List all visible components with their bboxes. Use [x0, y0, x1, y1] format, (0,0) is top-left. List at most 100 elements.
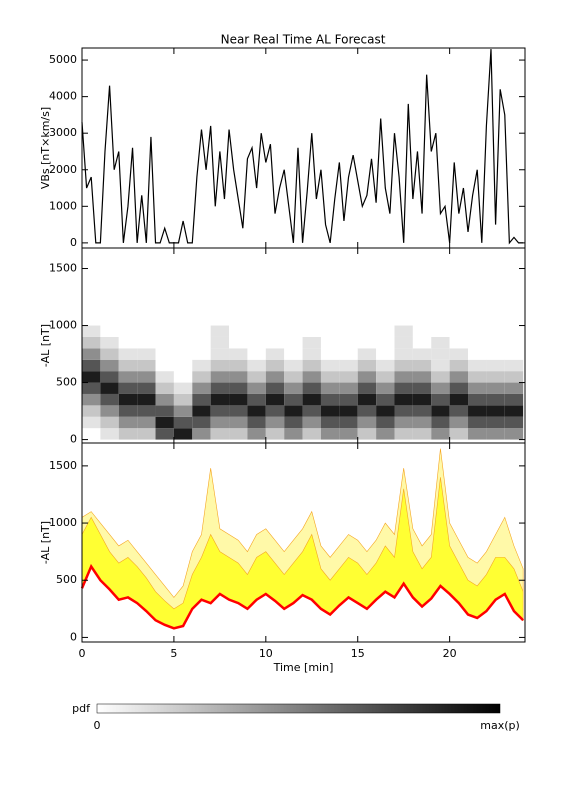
pdf-cell: [412, 325, 432, 337]
pdf-cell: [137, 359, 156, 372]
colorbar-label: pdf: [72, 702, 91, 715]
pdf-cell: [376, 359, 395, 372]
pdf-cell: [118, 371, 138, 383]
x-tick-label: 0: [79, 647, 86, 660]
pdf-cell: [192, 325, 211, 337]
pdf-cell: [247, 359, 266, 372]
pdf-cell: [504, 405, 524, 417]
pdf-cell: [468, 382, 487, 394]
pdf-cell: [100, 348, 119, 360]
pdf-cell: [449, 325, 469, 337]
pdf-cell: [412, 428, 432, 440]
pdf-cell: [229, 393, 248, 406]
pdf-cell: [412, 336, 432, 349]
pdf-cell: [376, 336, 395, 349]
pdf-cell: [449, 336, 469, 349]
pdf-cell: [486, 348, 505, 360]
pdf-cell: [192, 382, 211, 394]
y-tick-label: 1500: [49, 262, 77, 275]
pdf-cell: [412, 405, 432, 417]
pdf-cell: [412, 382, 432, 394]
pdf-cell: [284, 359, 303, 372]
pdf-cell: [486, 371, 505, 383]
pdf-cell: [284, 325, 303, 337]
pdf-cell: [210, 416, 230, 429]
pdf-cell: [357, 371, 377, 383]
pdf-cell: [486, 336, 505, 349]
pdf-cell: [192, 371, 211, 383]
y-tick-label: 3000: [49, 126, 77, 139]
pdf-cell: [100, 428, 119, 440]
pdf-cell: [412, 359, 432, 372]
pdf-cell: [229, 348, 248, 360]
pdf-cell: [302, 371, 321, 383]
pdf-cell: [155, 393, 174, 406]
pdf-cell: [173, 428, 193, 440]
lower-line: [80, 563, 525, 630]
pdf-cell: [339, 416, 358, 429]
pdf-cell: [302, 359, 321, 372]
pdf-cell: [265, 371, 285, 383]
pdf-cell: [173, 405, 193, 417]
pdf-cell: [155, 416, 174, 429]
pdf-cell: [284, 416, 303, 429]
pdf-cell: [376, 416, 395, 429]
pdf-cell: [486, 405, 505, 417]
pdf-cell: [504, 393, 524, 406]
pdf-cell: [284, 348, 303, 360]
y-tick-label: 500: [56, 573, 77, 586]
pdf-cell: [376, 405, 395, 417]
pdf-cell: [210, 359, 230, 372]
pdf-cell: [173, 371, 193, 383]
y-axis-label: -AL [nT]: [39, 521, 52, 564]
pdf-cell: [449, 393, 469, 406]
pdf-cell: [339, 393, 358, 406]
pdf-cell: [137, 405, 156, 417]
pdf-cell: [247, 416, 266, 429]
pdf-cell: [504, 325, 524, 337]
pdf-cell: [394, 325, 413, 337]
pdf-cell: [320, 371, 340, 383]
pdf-cell: [247, 348, 266, 360]
x-tick-label: 10: [259, 647, 273, 660]
pdf-cell: [192, 405, 211, 417]
pdf-cell: [100, 416, 119, 429]
pdf-cell: [504, 371, 524, 383]
pdf-cell: [302, 405, 321, 417]
pdf-cell: [265, 325, 285, 337]
pdf-cell: [118, 405, 138, 417]
pdf-cell: [265, 359, 285, 372]
pdf-cell: [449, 416, 469, 429]
pdf-cell: [265, 382, 285, 394]
pdf-cell: [137, 348, 156, 360]
pdf-cell: [394, 428, 413, 440]
pdf-cell: [357, 393, 377, 406]
pdf-cell: [210, 393, 230, 406]
pdf-cell: [486, 359, 505, 372]
pdf-cell: [210, 382, 230, 394]
pdf-cell: [431, 325, 450, 337]
pdf-cell: [247, 371, 266, 383]
pdf-cell: [137, 336, 156, 349]
pdf-cell: [486, 393, 505, 406]
pdf-cell: [210, 325, 230, 337]
pdf-cell: [155, 325, 174, 337]
pdf-cell: [376, 393, 395, 406]
pdf-cell: [173, 325, 193, 337]
pdf-cell: [137, 371, 156, 383]
pdf-cell: [376, 348, 395, 360]
pdf-cell: [504, 416, 524, 429]
y-tick-label: 1000: [49, 319, 77, 332]
pdf-cell: [82, 405, 101, 417]
pdf-cell: [394, 382, 413, 394]
pdf-cell: [339, 382, 358, 394]
pdf-cell: [192, 336, 211, 349]
pdf-cell: [357, 405, 377, 417]
pdf-cell: [210, 371, 230, 383]
pdf-cell: [173, 348, 193, 360]
pdf-cell: [265, 405, 285, 417]
pdf-cell: [82, 348, 101, 360]
pdf-cell: [504, 348, 524, 360]
pdf-cell: [504, 336, 524, 349]
pdf-cell: [320, 416, 340, 429]
